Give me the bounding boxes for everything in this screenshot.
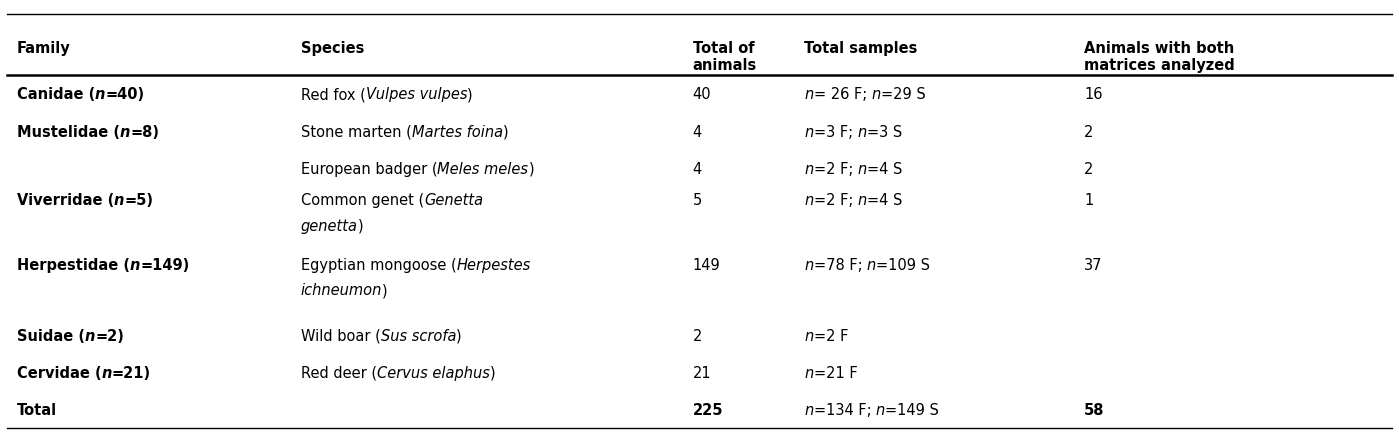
Text: Total samples: Total samples: [804, 41, 918, 56]
Text: Herpestidae (: Herpestidae (: [17, 258, 130, 273]
Text: 4: 4: [693, 125, 702, 140]
Text: ): ): [490, 366, 495, 381]
Text: =149 S: =149 S: [886, 403, 939, 418]
Text: Vulpes vulpes: Vulpes vulpes: [365, 87, 467, 102]
Text: n: n: [101, 366, 112, 381]
Text: Meles meles: Meles meles: [438, 162, 529, 177]
Text: Stone marten (: Stone marten (: [301, 125, 411, 140]
Text: n: n: [804, 125, 814, 140]
Text: Species: Species: [301, 41, 364, 56]
Text: Common genet (: Common genet (: [301, 193, 424, 208]
Text: Egyptian mongoose (: Egyptian mongoose (: [301, 258, 456, 273]
Text: n: n: [804, 328, 814, 343]
Text: =21 F: =21 F: [814, 366, 858, 381]
Text: Herpestes: Herpestes: [456, 258, 530, 273]
Text: Red deer (: Red deer (: [301, 366, 376, 381]
Text: =8): =8): [130, 125, 159, 140]
Text: ): ): [502, 125, 508, 140]
Text: Cervidae (: Cervidae (: [17, 366, 101, 381]
Text: 4: 4: [693, 162, 702, 177]
Text: =21): =21): [112, 366, 151, 381]
Text: 37: 37: [1084, 258, 1102, 273]
Text: ichneumon: ichneumon: [301, 283, 382, 298]
Text: 225: 225: [693, 403, 723, 418]
Text: 58: 58: [1084, 403, 1105, 418]
Text: =29 S: =29 S: [881, 87, 926, 102]
Text: n: n: [804, 87, 814, 102]
Text: n: n: [120, 125, 130, 140]
Text: =2 F;: =2 F;: [814, 162, 858, 177]
Text: =5): =5): [125, 193, 154, 208]
Text: Cervus elaphus: Cervus elaphus: [376, 366, 490, 381]
Text: n: n: [867, 258, 876, 273]
Text: 2: 2: [693, 328, 702, 343]
Text: Total of
animals: Total of animals: [693, 41, 757, 73]
Text: Red fox (: Red fox (: [301, 87, 365, 102]
Text: n: n: [804, 162, 814, 177]
Text: Canidae (: Canidae (: [17, 87, 95, 102]
Text: 40: 40: [693, 87, 711, 102]
Text: genetta: genetta: [301, 219, 358, 233]
Text: n: n: [95, 87, 105, 102]
Text: ): ): [358, 219, 364, 233]
Text: n: n: [804, 258, 814, 273]
Text: ): ): [456, 328, 462, 343]
Text: Animals with both
matrices analyzed: Animals with both matrices analyzed: [1084, 41, 1235, 73]
Text: =4 S: =4 S: [867, 193, 902, 208]
Text: European badger (: European badger (: [301, 162, 438, 177]
Text: ): ): [529, 162, 534, 177]
Text: =109 S: =109 S: [876, 258, 930, 273]
Text: Wild boar (: Wild boar (: [301, 328, 381, 343]
Text: Total: Total: [17, 403, 57, 418]
Text: =3 F;: =3 F;: [814, 125, 858, 140]
Text: n: n: [130, 258, 140, 273]
Text: Viverridae (: Viverridae (: [17, 193, 115, 208]
Text: Mustelidae (: Mustelidae (: [17, 125, 120, 140]
Text: n: n: [858, 162, 867, 177]
Text: =2 F;: =2 F;: [814, 193, 858, 208]
Text: 2: 2: [1084, 125, 1094, 140]
Text: Family: Family: [17, 41, 70, 56]
Text: 2: 2: [1084, 162, 1094, 177]
Text: 5: 5: [693, 193, 702, 208]
Text: =2 F: =2 F: [814, 328, 848, 343]
Text: ): ): [467, 87, 473, 102]
Text: Martes foina: Martes foina: [411, 125, 502, 140]
Text: =40): =40): [105, 87, 144, 102]
Text: Genetta: Genetta: [424, 193, 483, 208]
Text: =149): =149): [140, 258, 189, 273]
Text: ): ): [382, 283, 388, 298]
Text: =3 S: =3 S: [866, 125, 902, 140]
Text: n: n: [804, 366, 814, 381]
Text: 16: 16: [1084, 87, 1102, 102]
Text: n: n: [85, 328, 95, 343]
Text: = 26 F;: = 26 F;: [814, 87, 872, 102]
Text: =4 S: =4 S: [867, 162, 902, 177]
Text: n: n: [858, 193, 867, 208]
Text: =134 F;: =134 F;: [814, 403, 876, 418]
Text: 21: 21: [693, 366, 711, 381]
Text: =2): =2): [95, 328, 125, 343]
Text: 149: 149: [693, 258, 720, 273]
Text: n: n: [804, 403, 814, 418]
Text: n: n: [804, 193, 814, 208]
Text: Suidae (: Suidae (: [17, 328, 85, 343]
Text: n: n: [115, 193, 125, 208]
Text: n: n: [872, 87, 881, 102]
Text: n: n: [876, 403, 886, 418]
Text: Sus scrofa: Sus scrofa: [381, 328, 456, 343]
Text: =78 F;: =78 F;: [814, 258, 867, 273]
Text: n: n: [858, 125, 866, 140]
Text: 1: 1: [1084, 193, 1094, 208]
